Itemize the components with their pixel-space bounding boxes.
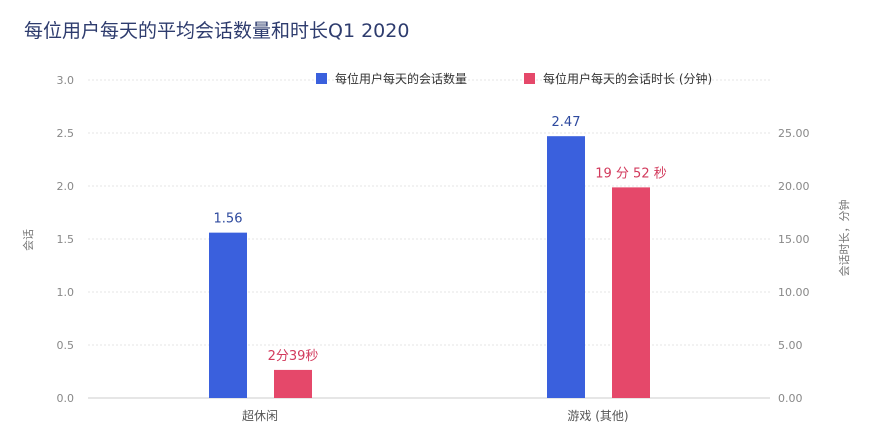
- bar-duration: [612, 187, 650, 398]
- data-label: 1.56: [214, 212, 243, 227]
- right-tick-label: 20.00: [778, 180, 810, 193]
- right-tick-label: 10.00: [778, 286, 810, 299]
- legend-label: 每位用户每天的会话数量: [335, 71, 467, 86]
- category-label: 游戏 (其他): [567, 409, 628, 423]
- left-tick-label: 0.0: [57, 392, 75, 405]
- legend-swatch: [524, 73, 535, 84]
- left-tick-label: 0.5: [57, 339, 75, 352]
- bar-sessions: [547, 136, 585, 398]
- left-tick-label: 3.0: [57, 74, 75, 87]
- right-tick-label: 5.00: [778, 339, 803, 352]
- data-label: 2.47: [552, 115, 581, 130]
- left-axis-label: 会话: [22, 229, 35, 251]
- left-tick-label: 2.0: [57, 180, 75, 193]
- left-tick-label: 1.5: [57, 233, 75, 246]
- bar-duration: [274, 369, 312, 398]
- left-tick-label: 1.0: [57, 286, 75, 299]
- data-label: 19 分 52 秒: [595, 166, 666, 181]
- category-label: 超休闲: [242, 408, 278, 423]
- legend-swatch: [316, 73, 327, 84]
- chart-title: 每位用户每天的平均会话数量和时长Q1 2020: [24, 20, 410, 42]
- left-tick-label: 2.5: [57, 127, 75, 140]
- right-tick-label: 15.00: [778, 233, 810, 246]
- bar-sessions: [209, 232, 247, 398]
- right-axis-label: 会话时长，分钟: [837, 200, 851, 277]
- data-label: 2分39秒: [268, 349, 319, 364]
- legend-label: 每位用户每天的会话时长 (分钟): [543, 71, 712, 86]
- right-tick-label: 25.00: [778, 127, 810, 140]
- right-tick-label: 0.00: [778, 392, 803, 405]
